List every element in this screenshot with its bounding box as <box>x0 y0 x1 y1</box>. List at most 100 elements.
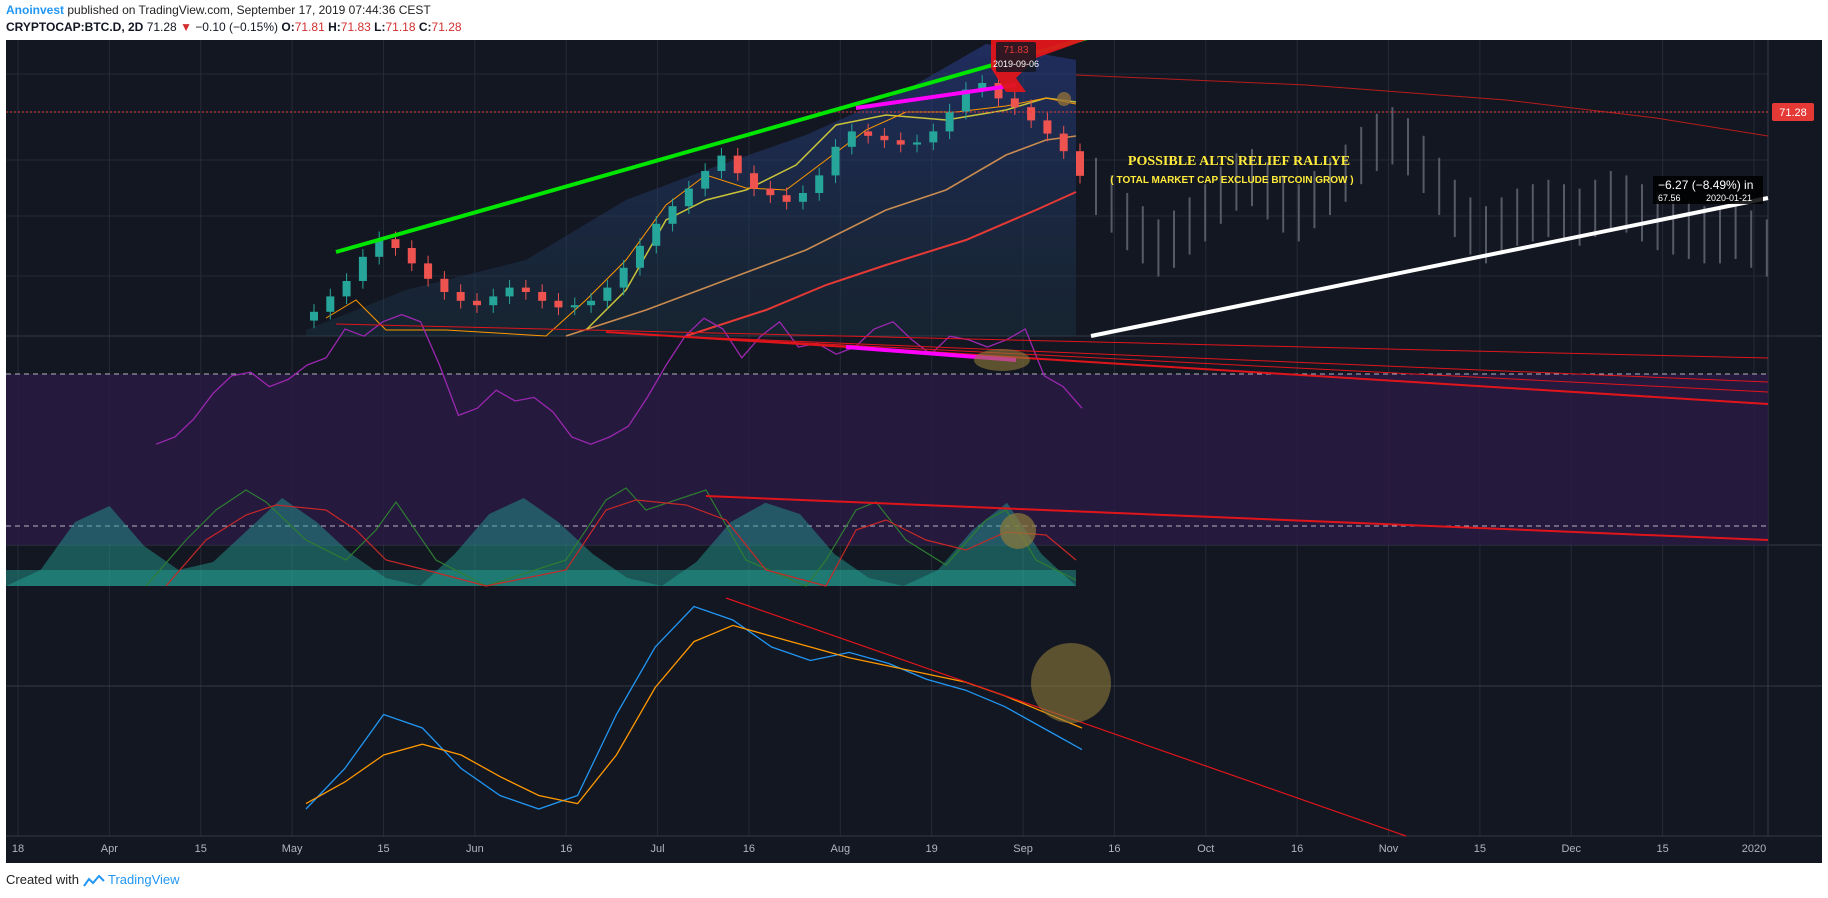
candle-body <box>326 296 335 312</box>
candle-body <box>505 287 514 297</box>
ohlc-legend: CRYPTOCAP:BTC.D, 2D 71.28 ▼ −0.10 (−0.15… <box>6 20 462 34</box>
x-tick-label: 18 <box>12 843 24 855</box>
x-tick-label: 15 <box>1474 843 1486 855</box>
candle-body <box>782 195 791 202</box>
open-value: 71.81 <box>294 20 325 34</box>
candle-body <box>684 188 693 207</box>
candle-body <box>961 89 970 112</box>
candle-body <box>766 188 775 196</box>
momentum-blue-line <box>305 605 1083 810</box>
candle-body <box>391 239 400 248</box>
rsi-resistance-2 <box>605 331 1769 405</box>
candlestick-series <box>310 75 1084 329</box>
candle-body <box>456 292 465 301</box>
osc-highlight-circle <box>1000 513 1036 549</box>
published-text: published on TradingView.com, September … <box>67 3 431 17</box>
down-arrow-icon: ▼ <box>180 20 192 34</box>
candle-body <box>798 193 807 202</box>
oscillator-base <box>6 570 1076 586</box>
x-tick-label: 15 <box>377 843 389 855</box>
candle-body <box>652 223 661 246</box>
close-value: 71.28 <box>431 20 462 34</box>
candle-body <box>847 131 856 147</box>
support-trendline <box>335 40 1088 254</box>
candle-body <box>570 305 579 308</box>
x-tick-label: 15 <box>195 843 207 855</box>
candle-body <box>896 140 905 145</box>
candle-body <box>603 287 612 301</box>
upper-curve-line <box>1075 74 1769 137</box>
candle-body <box>554 300 563 308</box>
tradingview-logo-icon <box>82 874 105 887</box>
x-tick-label: 15 <box>1657 843 1669 855</box>
candle-body <box>668 206 677 224</box>
created-with-text: Created with <box>6 872 79 887</box>
candle-body <box>994 83 1003 99</box>
change-value: −0.10 (−0.15%) <box>195 20 279 34</box>
x-tick-label: 2020 <box>1742 843 1766 855</box>
candle-body <box>310 311 318 321</box>
symbol-label[interactable]: CRYPTOCAP:BTC.D, 2D <box>6 20 144 34</box>
published-line: Anoinvest published on TradingView.com, … <box>6 3 431 17</box>
x-tick-label: Sep <box>1013 843 1033 855</box>
candle-body <box>619 267 628 288</box>
time-axis: 18 Apr 15 May 15 Jun 16 Jul 16 Aug 19 Sep 16 Oct 16 Nov… <box>12 843 1766 855</box>
white-trendline <box>1090 196 1769 338</box>
close-key: C: <box>418 20 432 34</box>
chart-canvas[interactable]: 71.83 2019-09-06 POSSIBLE ALTS RELIEF RA… <box>6 40 1822 863</box>
high-key: H: <box>328 20 341 34</box>
x-tick-label: 16 <box>743 843 755 855</box>
author-link[interactable]: Anoinvest <box>6 3 65 17</box>
rsi-resistance-3 <box>645 334 1769 383</box>
price-highlight-circle <box>1057 92 1071 106</box>
price-pane: 71.83 2019-09-06 POSSIBLE ALTS RELIEF RA… <box>6 40 1769 338</box>
oscillator-area <box>6 498 1076 586</box>
candle-body <box>1043 120 1052 134</box>
measure-change: −6.27 (−8.49%) in <box>1658 178 1753 192</box>
osc-resistance-line <box>705 495 1769 541</box>
candle-body <box>701 171 710 189</box>
candle-body <box>342 281 351 297</box>
last-price-tag-text: 71.28 <box>1779 107 1807 119</box>
x-tick-label: Jun <box>466 843 484 855</box>
open-key: O: <box>281 20 295 34</box>
x-tick-label: Oct <box>1197 843 1214 855</box>
last-value: 71.28 <box>146 20 177 34</box>
ma-tan-line <box>565 135 1077 337</box>
candle-body <box>929 131 938 143</box>
candle-body <box>1027 107 1036 121</box>
candle-body <box>733 155 742 174</box>
high-date-label: 2019-09-06 <box>993 59 1039 69</box>
osc-red-line <box>165 499 1077 587</box>
osc-green-line <box>145 487 1077 587</box>
candle-body <box>440 278 449 292</box>
momentum-highlight-circle <box>1031 643 1111 723</box>
annotation-title: POSSIBLE ALTS RELIEF RALLYE <box>1128 154 1350 169</box>
tradingview-brand-link[interactable]: TradingView <box>108 872 180 887</box>
candle-body <box>880 135 889 141</box>
x-tick-label: 19 <box>926 843 938 855</box>
candle-body <box>521 287 530 292</box>
candle-body <box>831 146 840 176</box>
candle-body <box>587 300 596 306</box>
high-value: 71.83 <box>340 20 371 34</box>
candle-body <box>1076 151 1084 176</box>
candle-body <box>489 296 498 306</box>
candle-body <box>913 142 922 145</box>
candle-body <box>635 245 644 268</box>
x-tick-label: 16 <box>1108 843 1120 855</box>
annotation-subtitle: ( TOTAL MARKET CAP EXCLUDE BITCOIN GROW … <box>1110 175 1353 186</box>
candle-body <box>358 256 367 281</box>
candle-body <box>978 83 987 90</box>
x-tick-label: Nov <box>1379 843 1399 855</box>
divergence-line-price <box>855 83 1017 110</box>
x-tick-label: Apr <box>101 843 118 855</box>
x-tick-label: 16 <box>560 843 572 855</box>
measure-value: 67.56 <box>1658 193 1681 203</box>
measure-box <box>1653 176 1763 204</box>
candle-body <box>424 263 433 279</box>
candle-body <box>815 175 824 193</box>
rsi-resistance-4 <box>705 337 1769 393</box>
x-tick-label: Aug <box>831 843 851 855</box>
candle-body <box>375 239 384 257</box>
